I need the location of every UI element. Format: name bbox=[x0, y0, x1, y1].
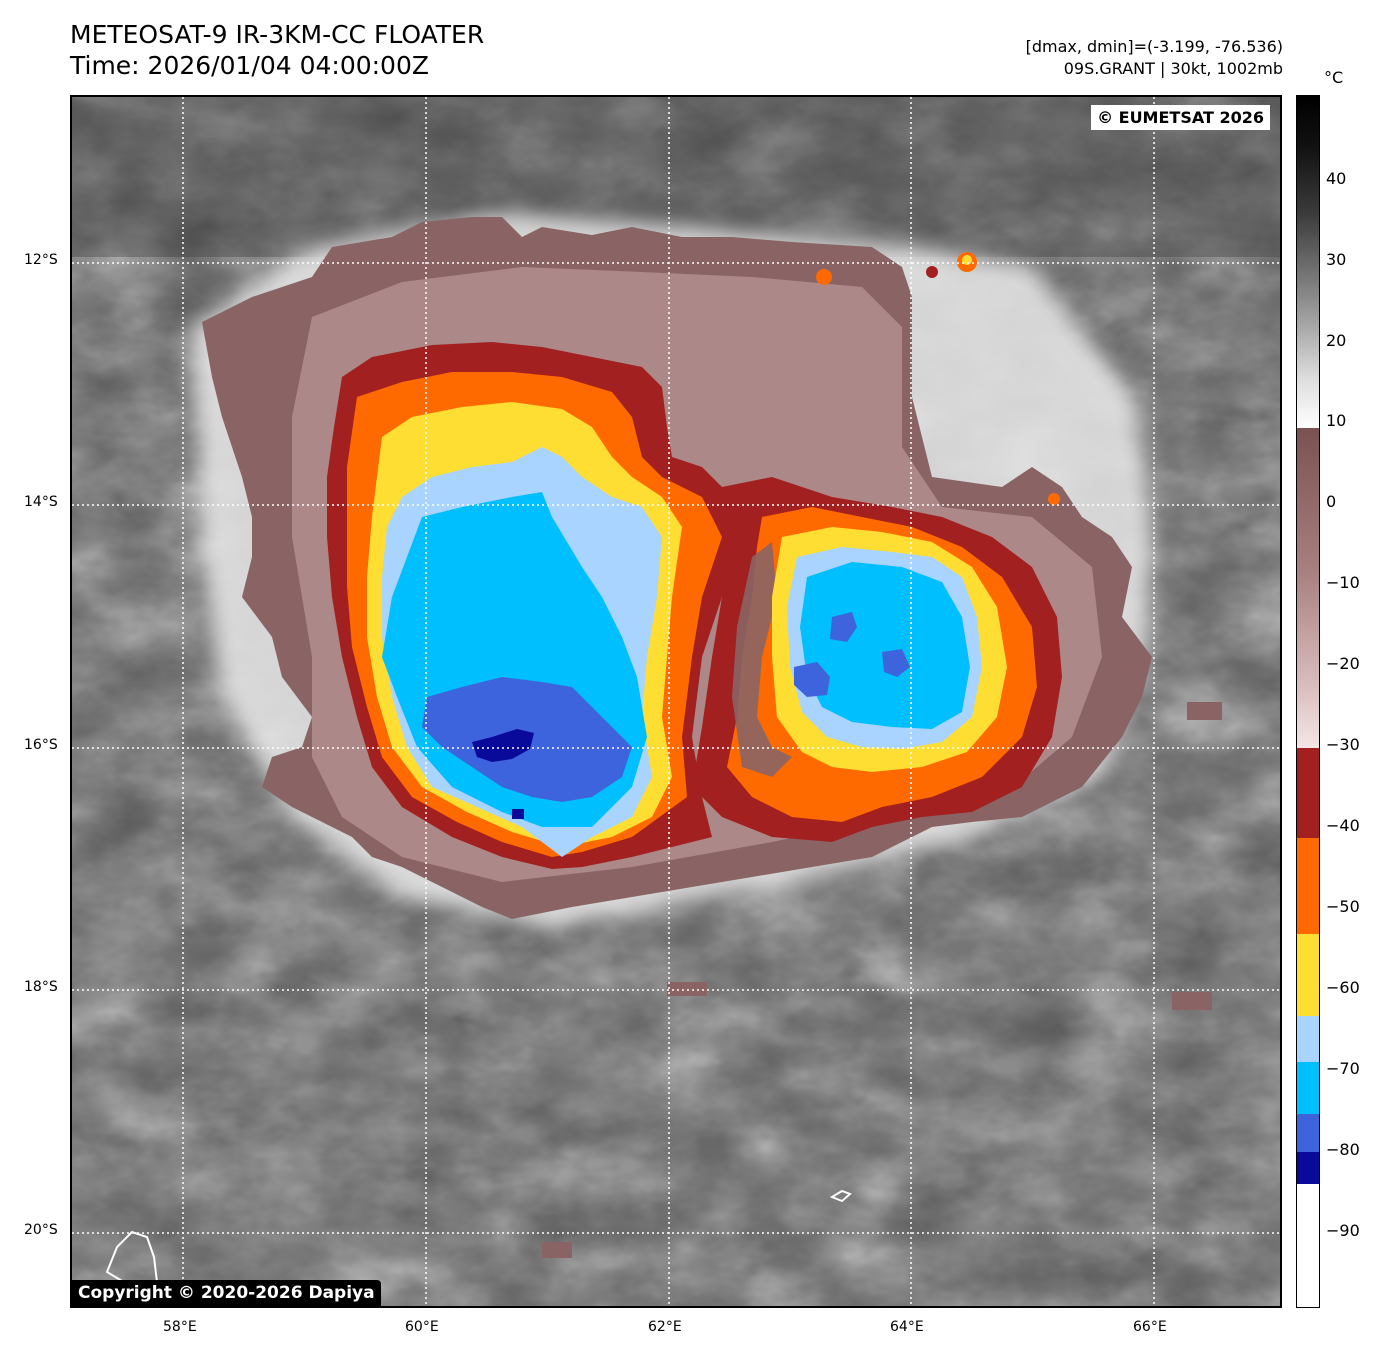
cell-east-gap bbox=[732, 542, 792, 777]
eumetsat-credit: © EUMETSAT 2026 bbox=[1091, 105, 1270, 130]
map-title: METEOSAT-9 IR-3KM-CC FLOATER bbox=[70, 20, 485, 49]
colorbar-tick: 0 bbox=[1326, 492, 1337, 511]
satellite-map[interactable]: © EUMETSAT 2026 Copyright © 2020-2026 Da… bbox=[70, 95, 1282, 1308]
colorbar-tick: −30 bbox=[1326, 735, 1360, 754]
cell-east-royal-blue-2 bbox=[794, 662, 830, 697]
cell-east-cyan bbox=[800, 562, 970, 729]
cell-east-royal-blue-1 bbox=[830, 612, 857, 642]
colorbar-tick: −40 bbox=[1326, 816, 1360, 835]
lat-label-20s: 20°S bbox=[24, 1222, 58, 1238]
colorbar-unit: °C bbox=[1324, 68, 1344, 87]
colorbar-tick: −70 bbox=[1326, 1059, 1360, 1078]
hotspot-ne-2 bbox=[816, 269, 832, 285]
lon-label-66e: 66°E bbox=[1133, 1319, 1167, 1335]
hotspot-e bbox=[1048, 493, 1060, 505]
cell-east-royal-blue-3 bbox=[882, 649, 910, 677]
lat-label-18s: 18°S bbox=[24, 979, 58, 995]
colorbar-tick: 20 bbox=[1326, 331, 1347, 350]
colorbar-tick: −10 bbox=[1326, 573, 1360, 592]
lon-label-60e: 60°E bbox=[405, 1319, 439, 1335]
colorbar-tick: −50 bbox=[1326, 897, 1360, 916]
colorbar-tick: −90 bbox=[1326, 1221, 1360, 1240]
colorbar-tick: −60 bbox=[1326, 978, 1360, 997]
graticule bbox=[72, 97, 1280, 1306]
lon-label-64e: 64°E bbox=[890, 1319, 924, 1335]
colorbar-tick: 10 bbox=[1326, 411, 1347, 430]
lat-label-12s: 12°S bbox=[24, 252, 58, 268]
lat-label-16s: 16°S bbox=[24, 737, 58, 753]
map-timestamp: Time: 2026/01/04 04:00:00Z bbox=[70, 51, 429, 80]
cell-west-coldest-core bbox=[472, 729, 534, 762]
coastline-islet bbox=[829, 1189, 852, 1203]
colorbar-tick: −20 bbox=[1326, 654, 1360, 673]
colorbar-tick: 40 bbox=[1326, 169, 1347, 188]
temperature-colorbar bbox=[1296, 95, 1320, 1308]
storm-info: 09S.GRANT | 30kt, 1002mb bbox=[1063, 59, 1283, 78]
colorbar-tick: −80 bbox=[1326, 1140, 1360, 1159]
colorbar-tick: 30 bbox=[1326, 250, 1347, 269]
satellite-imagery bbox=[72, 97, 1280, 1306]
lat-label-14s: 14°S bbox=[24, 494, 58, 510]
dapiya-copyright: Copyright © 2020-2026 Dapiya bbox=[72, 1280, 381, 1306]
data-range-info: [dmax, dmin]=(-3.199, -76.536) bbox=[1025, 37, 1283, 56]
lon-label-62e: 62°E bbox=[648, 1319, 682, 1335]
lon-label-58e: 58°E bbox=[163, 1319, 197, 1335]
